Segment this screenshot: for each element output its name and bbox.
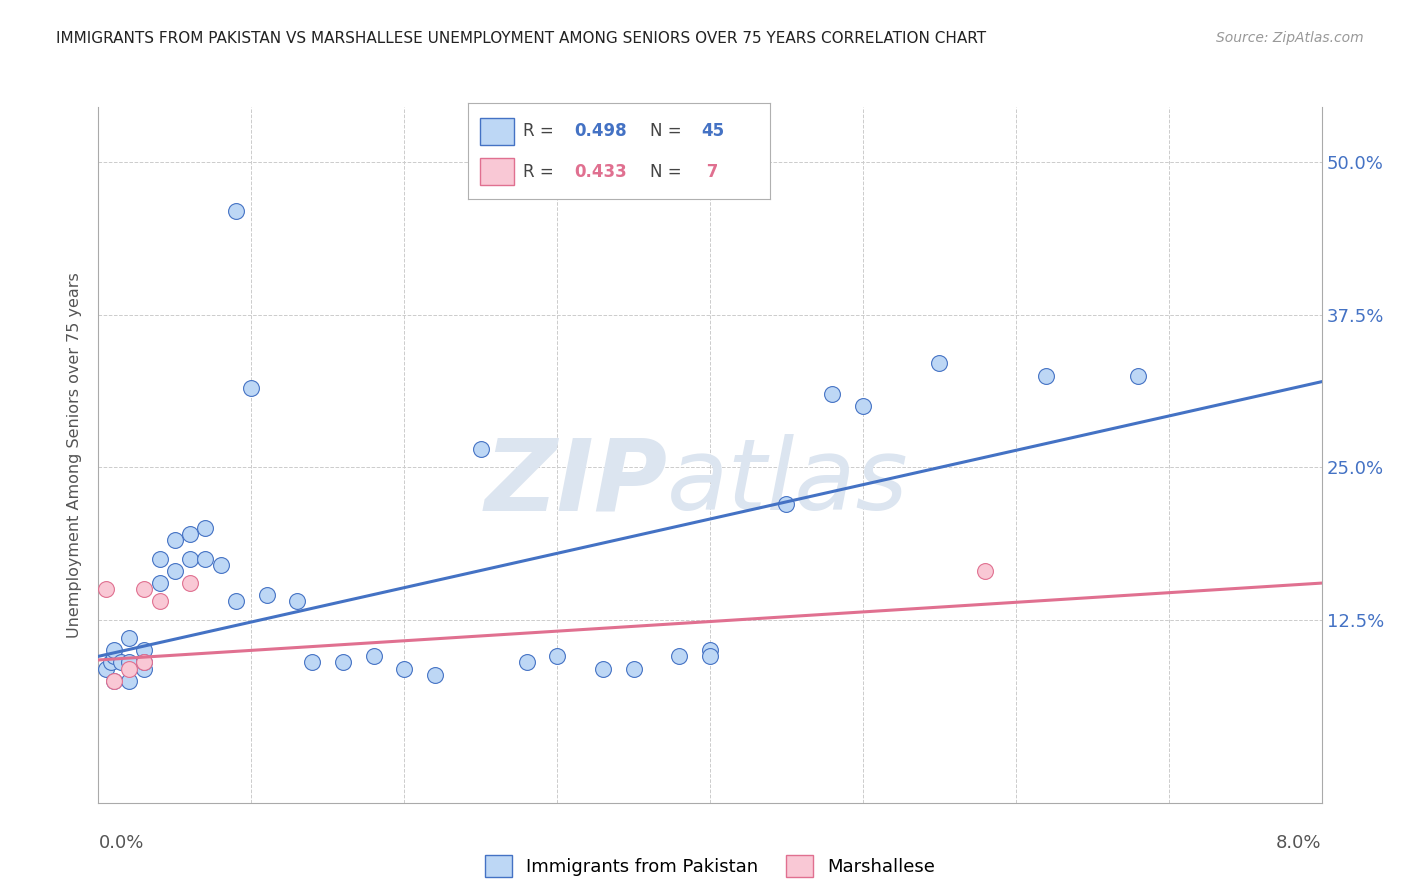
Text: ZIP: ZIP — [484, 434, 668, 532]
Text: Source: ZipAtlas.com: Source: ZipAtlas.com — [1216, 31, 1364, 45]
Point — [94, 582, 117, 597]
Point — [699, 643, 721, 657]
Text: R =: R = — [523, 122, 558, 140]
Point — [149, 551, 172, 566]
Point — [209, 558, 232, 572]
Point — [194, 521, 217, 535]
Text: R =: R = — [523, 163, 558, 181]
Point — [392, 661, 416, 675]
Text: atlas: atlas — [668, 434, 908, 532]
Point — [546, 649, 568, 664]
Text: 0.433: 0.433 — [574, 163, 627, 181]
Point — [974, 564, 997, 578]
Point — [285, 594, 308, 608]
Point — [149, 594, 172, 608]
Point — [699, 649, 721, 664]
Point — [775, 497, 797, 511]
Point — [103, 673, 125, 688]
Point — [470, 442, 492, 456]
Point — [149, 576, 172, 591]
Point — [179, 551, 201, 566]
Text: IMMIGRANTS FROM PAKISTAN VS MARSHALLESE UNEMPLOYMENT AMONG SENIORS OVER 75 YEARS: IMMIGRANTS FROM PAKISTAN VS MARSHALLESE … — [56, 31, 987, 46]
Point — [240, 381, 263, 395]
Point — [363, 649, 385, 664]
Point — [103, 649, 125, 664]
Text: N =: N = — [650, 122, 686, 140]
Point — [134, 643, 156, 657]
Point — [623, 661, 645, 675]
Point — [103, 643, 125, 657]
Text: N =: N = — [650, 163, 686, 181]
Point — [194, 551, 217, 566]
Text: 0.498: 0.498 — [574, 122, 627, 140]
Point — [592, 661, 614, 675]
Point — [100, 656, 122, 670]
Point — [225, 203, 247, 218]
Point — [225, 594, 247, 608]
Point — [852, 399, 875, 413]
Point — [179, 527, 201, 541]
Point — [301, 656, 323, 670]
Y-axis label: Unemployment Among Seniors over 75 years: Unemployment Among Seniors over 75 years — [67, 272, 83, 638]
Point — [163, 533, 186, 548]
Bar — [481, 159, 513, 186]
Legend: Immigrants from Pakistan, Marshallese: Immigrants from Pakistan, Marshallese — [478, 847, 942, 884]
Text: 45: 45 — [702, 122, 724, 140]
Point — [1035, 368, 1057, 383]
Point — [668, 649, 690, 664]
Text: 0.0%: 0.0% — [98, 834, 143, 852]
Point — [134, 656, 156, 670]
Point — [110, 656, 132, 670]
Point — [118, 656, 141, 670]
Point — [928, 356, 950, 370]
Point — [821, 387, 844, 401]
Point — [1128, 368, 1150, 383]
Point — [118, 673, 141, 688]
Point — [118, 631, 141, 645]
Text: 7: 7 — [702, 163, 718, 181]
Text: 8.0%: 8.0% — [1277, 834, 1322, 852]
Point — [134, 582, 156, 597]
Point — [332, 656, 354, 670]
Point — [163, 564, 186, 578]
Point — [94, 661, 117, 675]
Point — [134, 656, 156, 670]
Point — [516, 656, 538, 670]
Point — [103, 673, 125, 688]
Point — [179, 576, 201, 591]
Point — [134, 661, 156, 675]
Bar — [481, 118, 513, 145]
Point — [423, 667, 446, 681]
Point — [256, 588, 278, 602]
Point — [118, 661, 141, 675]
